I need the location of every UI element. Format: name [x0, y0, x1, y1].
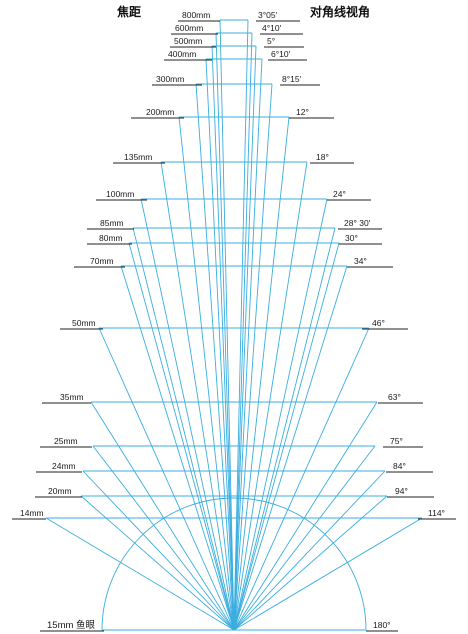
view-angle-label: 84°: [393, 461, 406, 471]
view-angle-label: 180°: [373, 620, 391, 630]
ray-left-1: [215, 32, 235, 631]
ray-right-4: [233, 83, 273, 631]
ray-right-14: [233, 470, 386, 631]
view-angle-label: 94°: [395, 486, 408, 496]
ray-left-0: [219, 19, 235, 631]
focal-length-label: 85mm: [100, 218, 124, 228]
ray-left-11: [98, 327, 235, 631]
ray-right-13: [233, 445, 376, 631]
ray-right-7: [233, 198, 328, 631]
ray-right-9: [233, 242, 340, 631]
ray-left-16: [45, 517, 235, 631]
ray-left-12: [90, 401, 235, 631]
focal-length-header: 焦距: [116, 4, 141, 19]
ray-right-0: [233, 19, 249, 631]
ray-right-12: [233, 401, 378, 631]
ray-left-14: [82, 470, 235, 631]
ray-left-6: [160, 161, 235, 631]
focal-length-label: 800mm: [182, 10, 210, 20]
focal-length-label: 80mm: [99, 233, 123, 243]
view-angle-label: 75°: [390, 436, 403, 446]
view-angle-label: 12°: [296, 107, 309, 117]
view-angle-label: 114°: [428, 508, 445, 518]
view-angle-label: 63°: [388, 392, 401, 402]
view-angle-label: 24°: [333, 189, 346, 199]
angle-of-view-header: 对角线视角: [310, 4, 370, 19]
ray-right-10: [233, 265, 348, 631]
fisheye-semicircle: [101, 497, 367, 631]
focal-length-label: 50mm: [72, 318, 96, 328]
view-angle-label: 46°: [372, 318, 385, 328]
focal-length-label: 300mm: [156, 74, 184, 84]
ray-left-9: [128, 242, 235, 631]
view-angle-label: 6°10′: [271, 49, 291, 59]
view-angle-label: 8°15′: [282, 74, 302, 84]
view-angle-label: 4°10′: [262, 23, 282, 33]
focal-length-label: 70mm: [90, 256, 114, 266]
lens-labels-group: 800mm 3°05′ 600mm 4°10′ 500mm 5° 400mm 6°10′ 300…: [12, 10, 456, 632]
focal-length-label: 14mm: [20, 508, 44, 518]
ray-left-8: [132, 227, 235, 631]
focal-length-label: 35mm: [60, 392, 84, 402]
focal-length-label: 200mm: [146, 107, 174, 117]
ray-left-3: [205, 58, 235, 631]
focal-length-label: 15mm 鱼眼: [47, 619, 96, 631]
ray-right-16: [233, 517, 423, 631]
ray-left-13: [92, 445, 235, 631]
focal-length-label: 600mm: [175, 23, 203, 33]
ray-left-2: [211, 45, 235, 631]
ray-right-8: [233, 227, 336, 631]
ray-left-4: [195, 83, 235, 631]
view-angle-label: 30°: [345, 233, 358, 243]
focal-length-label: 100mm: [106, 189, 134, 199]
view-angle-label: 18°: [316, 152, 329, 162]
ray-right-3: [233, 58, 263, 631]
ray-right-11: [233, 327, 370, 631]
ray-left-10: [120, 265, 235, 631]
focal-length-label: 135mm: [124, 152, 152, 162]
ray-left-7: [140, 198, 235, 631]
focal-length-label: 20mm: [48, 486, 72, 496]
focal-length-label: 500mm: [174, 36, 202, 46]
focal-length-label: 400mm: [168, 49, 196, 59]
view-angle-label: 5°: [267, 36, 275, 46]
ray-right-6: [233, 161, 308, 631]
view-angle-label: 28° 30′: [344, 218, 371, 228]
ray-right-2: [233, 45, 257, 631]
view-angle-label: 3°05′: [258, 10, 278, 20]
ray-right-5: [233, 116, 290, 631]
ray-right-1: [233, 32, 253, 631]
focal-length-label: 25mm: [54, 436, 78, 446]
view-angle-rays-group: [45, 19, 423, 631]
ray-left-5: [178, 116, 235, 631]
view-angle-label: 34°: [354, 256, 367, 266]
focal-length-label: 24mm: [52, 461, 76, 471]
